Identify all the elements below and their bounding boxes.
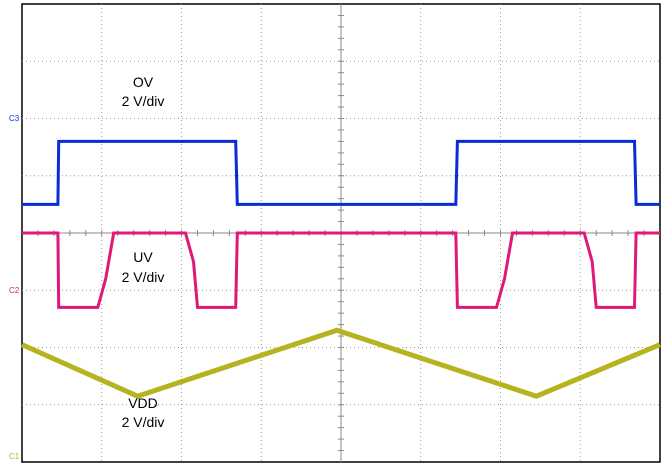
annotation-ov-scale: 2 V/div: [122, 93, 165, 109]
annotation-vdd-scale: 2 V/div: [122, 414, 165, 430]
annotation-uv-scale: 2 V/div: [122, 269, 165, 285]
trace-vdd: [20, 327, 661, 399]
channel-marker-c2: C2: [9, 286, 20, 295]
annotation-uv-name: UV: [133, 249, 153, 265]
channel-marker-c1: C1: [9, 452, 20, 461]
channel-marker-c3: C3: [9, 114, 20, 123]
traces: [20, 139, 661, 399]
annotations: OV 2 V/div UV 2 V/div VDD 2 V/div: [122, 74, 165, 430]
channel-markers: C3 C2 C1: [9, 114, 20, 461]
trace-uv: [22, 231, 660, 309]
annotation-ov-name: OV: [133, 74, 154, 90]
trace-ov: [22, 139, 660, 206]
annotation-vdd-name: VDD: [128, 395, 158, 411]
